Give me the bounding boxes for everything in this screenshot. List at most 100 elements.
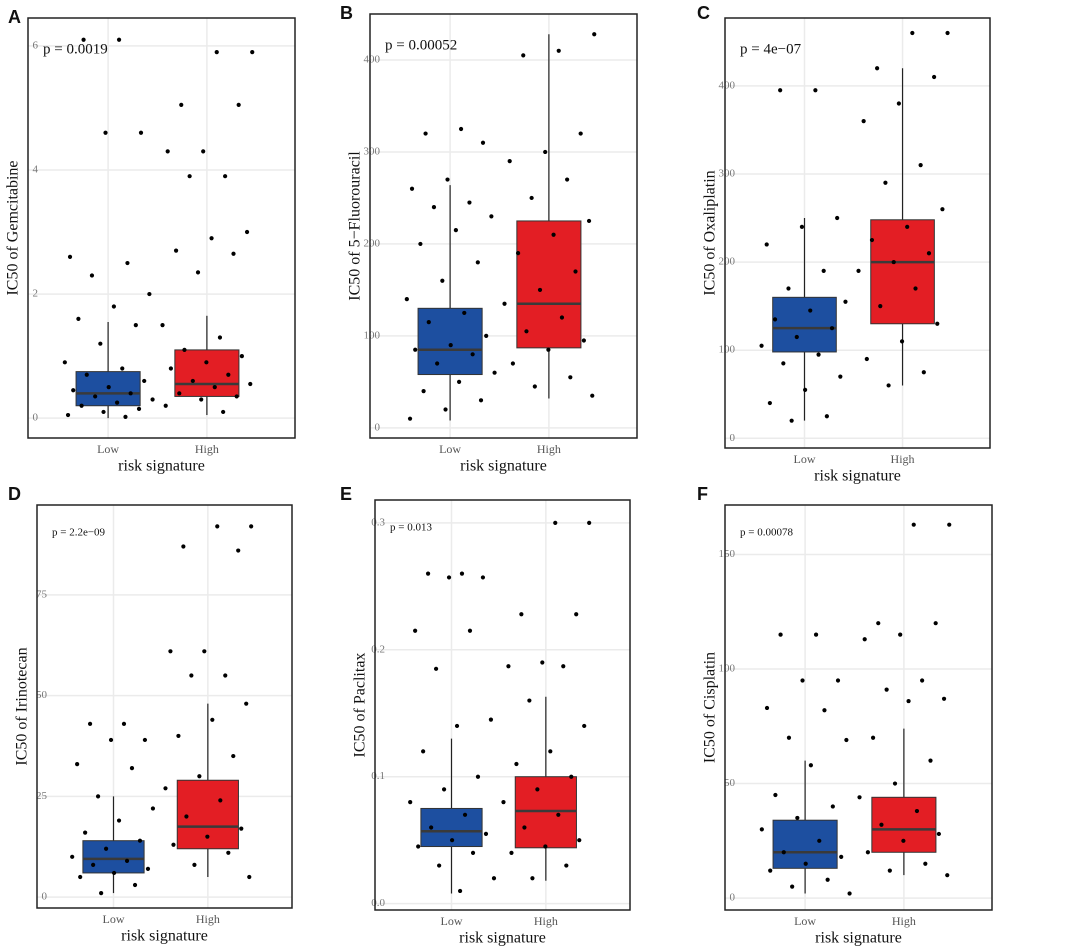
y-tick-label: 0 (42, 891, 48, 903)
point (861, 118, 866, 124)
point (209, 236, 214, 241)
point (817, 838, 822, 843)
plot-background (37, 505, 292, 908)
x-tick-label: High (537, 442, 561, 456)
y-tick-label: 200 (364, 237, 381, 249)
point (408, 800, 413, 805)
point (457, 888, 463, 894)
point (421, 749, 426, 754)
point (205, 834, 210, 839)
y-tick-label: 25 (36, 790, 48, 802)
point (878, 304, 883, 309)
y-tick-label: 0.2 (371, 643, 385, 655)
point (179, 102, 184, 107)
y-tick-label: 0.1 (371, 770, 385, 782)
p-value: p = 0.0019 (43, 41, 108, 57)
point (786, 735, 792, 740)
point (182, 347, 187, 353)
x-tick-label: High (891, 452, 915, 466)
point (459, 571, 465, 576)
p-value: p = 0.00078 (740, 527, 793, 539)
point (435, 361, 440, 366)
point (138, 130, 144, 135)
point (923, 861, 928, 866)
x-tick-label: High (195, 442, 219, 456)
point (920, 678, 925, 683)
point (168, 649, 173, 654)
point (199, 397, 204, 402)
box (82, 840, 145, 874)
point (586, 218, 592, 224)
point (879, 822, 884, 827)
x-tick-label: High (196, 912, 220, 926)
point (475, 260, 480, 265)
point (250, 50, 255, 55)
point (449, 838, 455, 843)
point (556, 812, 561, 817)
p-value: p = 0.013 (390, 522, 432, 534)
point (418, 241, 423, 247)
point (914, 808, 920, 814)
plot-background (725, 505, 992, 910)
point (120, 366, 125, 371)
point (794, 334, 799, 340)
point (75, 762, 80, 767)
plot-border (374, 499, 631, 911)
point (899, 339, 905, 344)
point (173, 248, 179, 253)
point (197, 774, 202, 779)
point (857, 795, 862, 800)
point (470, 850, 476, 855)
point (176, 733, 181, 739)
point (821, 268, 826, 273)
plot-border (27, 17, 296, 439)
point (935, 321, 940, 326)
point (437, 863, 442, 868)
point (535, 787, 540, 792)
point (99, 890, 104, 896)
point (441, 787, 447, 792)
p-value: p = 2.2e−09 (52, 527, 106, 539)
point (764, 242, 769, 247)
plot-border (724, 17, 991, 449)
y-axis-title: IC50 of Irinotecan (14, 647, 31, 765)
point (559, 315, 565, 320)
point (928, 758, 933, 763)
point (835, 678, 841, 683)
point (773, 792, 778, 798)
x-tick-label: High (534, 914, 558, 928)
point (95, 794, 101, 799)
point (936, 831, 941, 837)
x-tick-label: Low (794, 914, 816, 928)
point (192, 862, 197, 867)
p-value: p = 0.00052 (385, 37, 457, 53)
point (84, 372, 89, 377)
point (501, 800, 506, 805)
point (101, 409, 106, 415)
point (502, 301, 507, 306)
point (210, 717, 215, 722)
point (808, 308, 813, 313)
point (121, 721, 127, 726)
point (574, 612, 579, 617)
point (883, 180, 888, 185)
point (244, 229, 250, 235)
point (62, 360, 67, 365)
point (945, 873, 950, 878)
point (759, 343, 764, 348)
point (190, 378, 195, 384)
point (78, 874, 83, 880)
point (480, 575, 486, 580)
point (124, 858, 130, 863)
point (150, 806, 156, 811)
point (521, 53, 526, 58)
point (514, 761, 519, 767)
point (116, 37, 122, 42)
y-axis-title: IC50 of Gemcitabine (5, 160, 22, 295)
panel-label: E (340, 484, 352, 504)
point (527, 698, 532, 703)
panel-label: C (697, 3, 710, 23)
point (565, 177, 570, 182)
panel-label: B (340, 3, 353, 23)
point (786, 286, 791, 291)
